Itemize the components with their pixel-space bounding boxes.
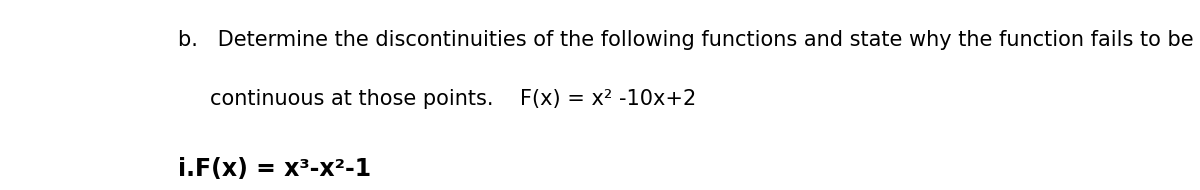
Text: b.   Determine the discontinuities of the following functions and state why the : b. Determine the discontinuities of the … — [178, 30, 1194, 50]
Text: continuous at those points.    F(x) = x² -10x+2: continuous at those points. F(x) = x² -1… — [210, 89, 697, 109]
Text: i.F(x) = x³-x²-1: i.F(x) = x³-x²-1 — [178, 157, 371, 181]
